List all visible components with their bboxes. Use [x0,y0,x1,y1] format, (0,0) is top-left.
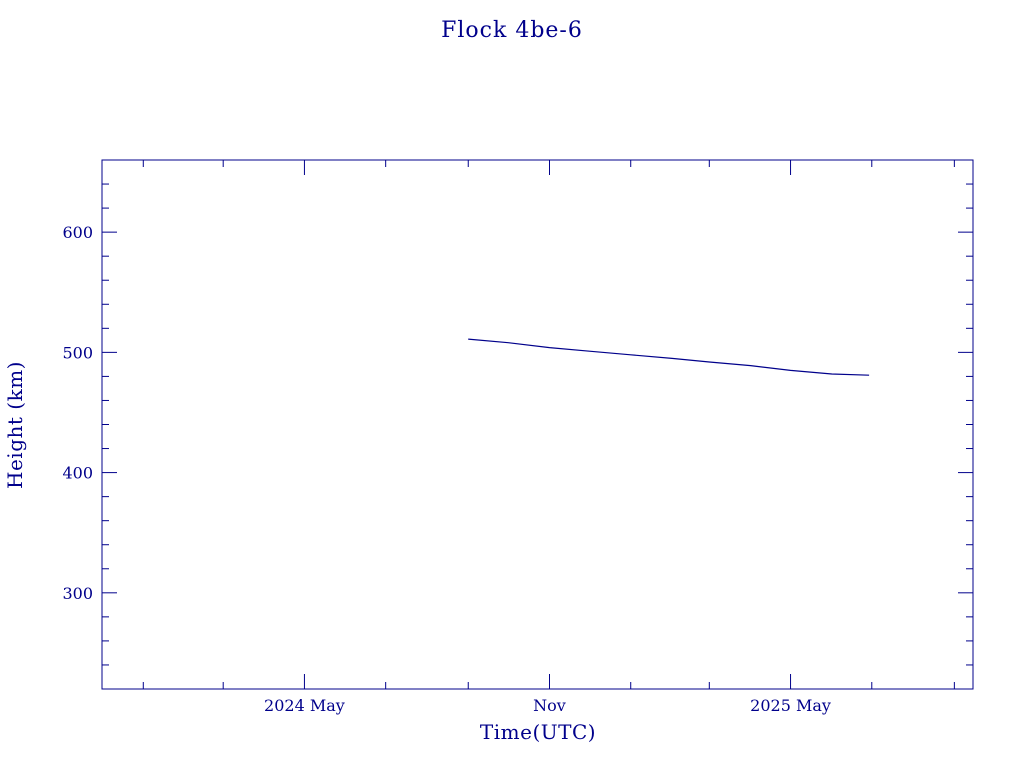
x-tick-label: 2025 May [750,696,831,715]
y-axis-label: Height (km) [3,361,27,489]
y-tick-label: 500 [62,343,93,362]
y-tick-label: 600 [62,223,93,242]
tick-labels: 300 400 500 600 2024 May Nov 2025 May [62,223,830,715]
x-tick-label: Nov [533,696,566,715]
x-tick-label: 2024 May [264,696,345,715]
y-tick-label: 400 [62,464,93,483]
plot-frame [101,159,974,690]
data-series [468,338,870,376]
y-tick-label: 300 [62,584,93,603]
chart-title: Flock 4be-6 [441,18,583,43]
x-axis-label: Time(UTC) [480,720,596,744]
height-series-line [468,338,870,376]
tick-marks [102,159,973,690]
